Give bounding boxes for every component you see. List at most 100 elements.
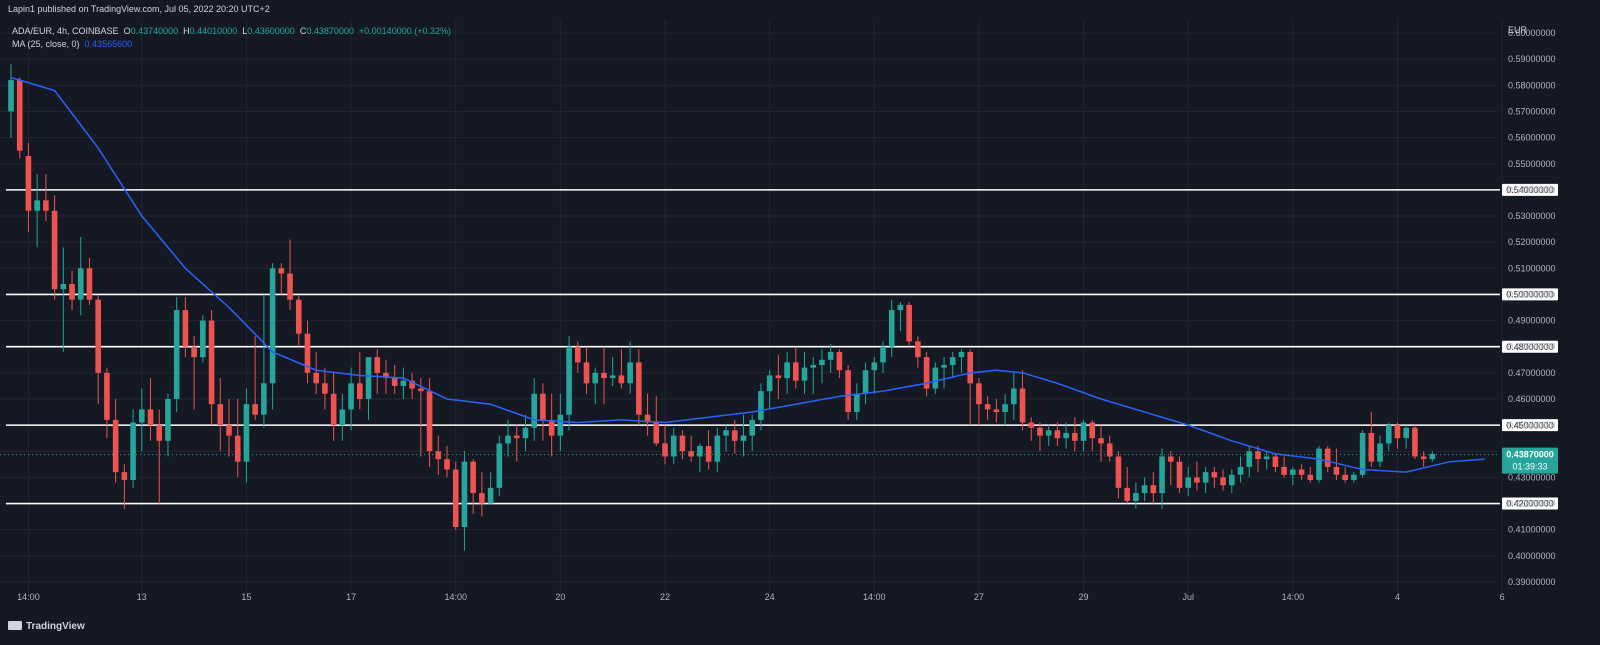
candle-body [1167, 456, 1174, 462]
candle-body [601, 372, 607, 379]
legend: ADA/EUR, 4h, COINBASE O0.43740000 H0.440… [12, 25, 451, 51]
candle-body [644, 414, 651, 423]
candle-body [496, 443, 503, 488]
candle-body [958, 351, 965, 358]
candle-body [583, 362, 590, 384]
tradingview-icon [8, 621, 22, 630]
currency-label: EUR [1508, 25, 1528, 35]
candle-body [766, 375, 773, 392]
x-tick-label: 4 [1395, 592, 1400, 602]
candle-body [880, 346, 886, 363]
level-label: 0.54000000 [1506, 185, 1554, 195]
candle-body [278, 268, 285, 274]
x-tick-label: 27 [974, 592, 984, 602]
candle-body [531, 393, 537, 428]
candle-body [156, 425, 163, 441]
candle-body [505, 435, 511, 444]
candle-body [208, 320, 215, 405]
candle-body [932, 367, 939, 389]
candle-body [888, 310, 895, 347]
candle-body [374, 357, 381, 373]
candle-body [1211, 472, 1218, 478]
candle-body [77, 268, 84, 300]
candle-body [1263, 456, 1270, 460]
candle-body [1080, 422, 1087, 441]
level-label: 0.50000000 [1506, 290, 1554, 300]
candle-body [8, 80, 14, 112]
candle-body [16, 80, 23, 151]
candle-body [287, 273, 293, 300]
candle-body [1011, 388, 1017, 405]
legend-ma: MA (25, close, 0) 0.43565600 [12, 38, 451, 51]
y-tick-label: 0.45000000 [1508, 420, 1556, 430]
x-tick-label: 14:00 [17, 592, 40, 602]
candle-body [1237, 466, 1244, 475]
candle-body [1202, 472, 1209, 483]
candle-body [714, 435, 721, 462]
candle-body [313, 372, 319, 384]
candle-body [557, 414, 564, 436]
candle-body [1141, 485, 1148, 494]
candle-body [173, 310, 180, 399]
candle-body [1220, 477, 1226, 486]
candle-body [758, 391, 764, 420]
candle-body [1037, 427, 1043, 436]
candle-body [967, 351, 973, 384]
level-badge [1502, 419, 1558, 432]
legend-high: 0.44010000 [189, 26, 238, 36]
candle-body [487, 487, 494, 504]
candle-body [1342, 474, 1348, 480]
candle-body [697, 446, 703, 457]
y-tick-label: 0.46000000 [1508, 394, 1556, 404]
candle-body [261, 383, 267, 415]
candle-body [1229, 474, 1235, 486]
candle-body [923, 357, 930, 389]
candle-body [409, 380, 415, 389]
moving-average [10, 76, 1485, 473]
candle-body [1098, 438, 1104, 444]
y-tick-label: 0.49000000 [1508, 316, 1556, 326]
candle-body [1063, 432, 1069, 439]
candle-body [147, 409, 154, 426]
candle-body [86, 268, 93, 300]
publish-info: Lapin1 published on TradingView.com, Jul… [8, 4, 270, 14]
y-tick-label: 0.54000000 [1508, 185, 1556, 195]
candle-body [862, 370, 869, 394]
grid [0, 20, 1503, 595]
candle-body [391, 378, 398, 386]
candle-body [1019, 388, 1026, 423]
y-tick-label: 0.60000000 [1508, 28, 1556, 38]
candle-body [1272, 456, 1279, 467]
candle-body [845, 370, 851, 413]
price-chart[interactable]: 0.54000000 0.50000000 0.48000000 0.45000000… [0, 0, 1600, 612]
footer: TradingView [0, 612, 1600, 645]
candle-body [1115, 456, 1122, 488]
y-tick-label: 0.40000000 [1508, 551, 1556, 561]
candle-body [1150, 485, 1157, 494]
candle-body [165, 398, 171, 441]
candles [8, 64, 1436, 551]
level-badge [1502, 497, 1558, 510]
candle-body [418, 388, 424, 392]
x-tick-label: 14:00 [1282, 592, 1305, 602]
candle-body [705, 446, 712, 462]
candle-body [662, 443, 668, 457]
brand-label: TradingView [26, 621, 85, 632]
candle-body [984, 404, 991, 410]
candle-body [139, 409, 145, 423]
candle-body [1324, 448, 1331, 467]
candle-body [43, 200, 49, 211]
candle-body [191, 346, 197, 358]
y-tick-label: 0.56000000 [1508, 133, 1556, 143]
candle-body [1185, 477, 1191, 488]
candle-body [636, 362, 642, 415]
candle-body [575, 346, 581, 363]
candle-body [1255, 451, 1261, 460]
x-tick-label: 15 [241, 592, 251, 602]
x-tick-label: 22 [660, 592, 670, 602]
candle-body [793, 362, 799, 381]
candle-body [827, 351, 834, 360]
tradingview-logo[interactable]: TradingView [8, 621, 85, 632]
candle-body [1429, 453, 1436, 460]
candle-body [69, 283, 75, 300]
